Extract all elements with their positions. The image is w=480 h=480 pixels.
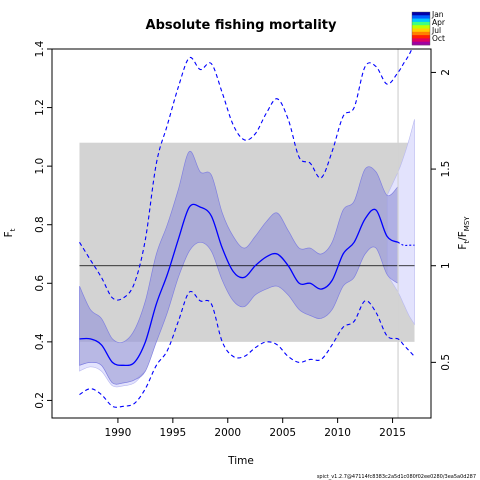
y-tick-label: 0.2: [34, 392, 46, 409]
right-tick-label: 1: [440, 262, 452, 269]
x-tick-label: 2010: [324, 427, 351, 439]
season-legend-swatch: [412, 38, 430, 42]
x-tick-label: 2000: [214, 427, 241, 439]
right-tick-label: 1.5: [440, 161, 452, 178]
y-axis-label: Ft: [3, 228, 17, 237]
chart-title: Absolute fishing mortality: [146, 18, 337, 33]
season-legend-label: Jul: [431, 26, 441, 35]
season-legend-swatch: [412, 18, 430, 23]
right-tick-label: 2: [440, 69, 452, 76]
x-tick-label: 2005: [269, 427, 296, 439]
season-legend-frame: [411, 11, 431, 46]
y-tick-label: 1.2: [34, 99, 46, 116]
right-axis-label-main: F: [457, 244, 469, 250]
season-legend-swatch: [412, 21, 430, 26]
right-axis-label-sub1: t: [463, 241, 471, 244]
season-legend-label: Oct: [432, 34, 445, 43]
season-legend-swatch: [412, 12, 430, 16]
x-tick-label: 1995: [159, 427, 186, 439]
season-legend-swatch: [412, 25, 430, 29]
x-tick-label: 1990: [105, 427, 132, 439]
ci-outer-lower-dashed: [79, 290, 415, 408]
season-legend-swatch: [412, 35, 430, 39]
chart-marks: 1990 1995 2000 2005 2010 2015 0.2 0.4 0.6 0.8 1.0 1…: [34, 10, 452, 439]
y-axis-label-main: F: [3, 231, 15, 237]
season-legend-swatch: [412, 28, 430, 33]
x-axis-label: Time: [227, 455, 254, 467]
y-axis-label-sub: t: [9, 228, 17, 231]
season-legend-swatch: [412, 15, 430, 19]
x-tick-label: 2015: [379, 427, 406, 439]
plot-frame: [51, 48, 432, 419]
season-legend-label: Apr: [432, 18, 446, 27]
y-tick-label: 1.0: [34, 158, 46, 175]
footer-version-text: spict_v1.2.7@47114fc8383c2a5d1c080f02ee0…: [317, 474, 476, 480]
ci-outer-upper-dashed: [79, 49, 413, 301]
plot-area: [79, 49, 415, 418]
season-legend-swatch: [412, 41, 430, 46]
y-tick-label: 0.6: [34, 275, 46, 292]
right-axis-label: Ft/FMSY: [457, 216, 471, 250]
y-tick-label: 1.4: [34, 40, 46, 57]
y-tick-label: 0.4: [34, 333, 46, 350]
y-tick-label: 0.8: [34, 216, 46, 233]
right-axis-label-mid: /F: [457, 231, 469, 241]
right-tick-label: 0.5: [440, 354, 452, 371]
season-legend-label: Jan: [431, 10, 444, 19]
season-legend-swatch: [412, 31, 430, 36]
f-estimate-line: [79, 203, 399, 367]
f-forecast-line: [397, 241, 415, 246]
right-axis-label-sub2: MSY: [463, 216, 471, 231]
